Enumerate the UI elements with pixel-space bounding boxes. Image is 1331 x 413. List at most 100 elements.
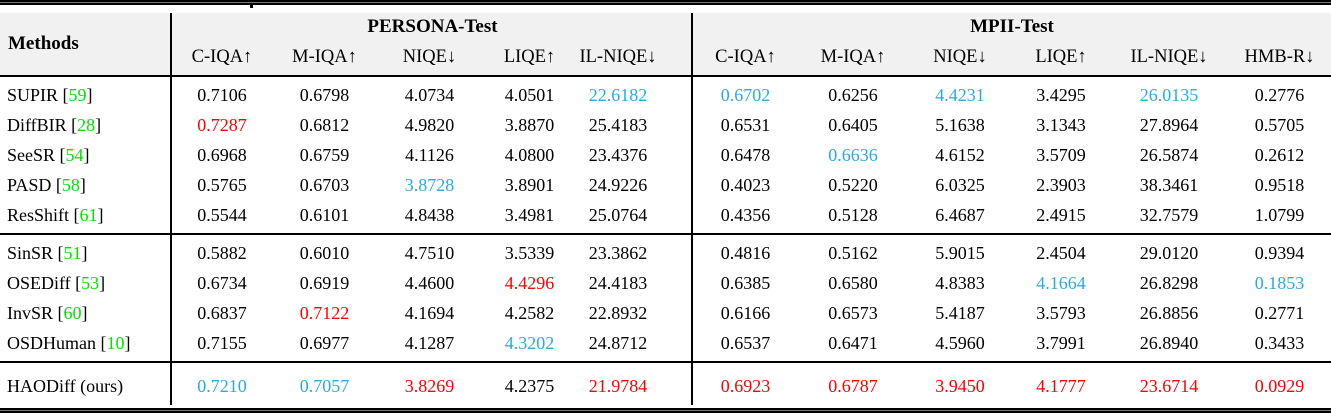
- metric-value: 0.6703: [299, 174, 350, 195]
- metric-value: 0.6385: [720, 272, 771, 293]
- metric-value: 0.6101: [299, 204, 350, 225]
- table-row: OSDHuman [10] 0.7155 0.6977 4.1287 4.3202 24…: [0, 328, 1331, 358]
- citation-close-bracket: ]: [99, 272, 106, 293]
- metric-value: 4.1287: [404, 332, 455, 353]
- section-divider-rule: [0, 361, 1331, 363]
- metric-value: 0.7155: [197, 332, 247, 353]
- metric-value: 4.0501: [504, 84, 555, 105]
- metric-value: 4.1126: [405, 144, 454, 165]
- citation-close-bracket: ]: [86, 84, 93, 105]
- metric-value: 0.6977: [299, 332, 350, 353]
- citation-number[interactable]: 53: [81, 272, 100, 293]
- citation-number[interactable]: 51: [63, 242, 82, 263]
- citation: [61]: [74, 205, 104, 225]
- vertical-divider-methods: [170, 13, 172, 405]
- metric-header-mpii-liqe: LIQE↑: [1035, 46, 1087, 67]
- metric-value: 4.6152: [935, 144, 985, 165]
- metric-value: 0.6923: [720, 375, 771, 396]
- metric-value: 3.7991: [1036, 332, 1086, 353]
- metric-header-persona-niqe: NIQE↓: [402, 46, 457, 67]
- method-label: PASD: [7, 174, 52, 195]
- citation-number[interactable]: 60: [63, 302, 82, 323]
- citation-number[interactable]: 59: [68, 84, 87, 105]
- metric-value: 4.1694: [404, 302, 455, 323]
- method-label: HAODiff (ours): [7, 375, 124, 396]
- metric-value: 0.6919: [299, 272, 350, 293]
- metric-value: 0.3433: [1254, 332, 1305, 353]
- metric-value: 0.5882: [197, 242, 247, 263]
- metric-value: 25.4183: [588, 114, 648, 135]
- metric-header-mpii-hmbr: HMB-R↓: [1244, 46, 1315, 67]
- metric-value: 23.4376: [588, 144, 648, 165]
- metric-value: 23.3862: [588, 242, 648, 263]
- group-header-mpii-test: MPII-Test: [970, 16, 1054, 37]
- metric-value: 0.6478: [720, 144, 771, 165]
- metric-value: 0.4816: [720, 242, 771, 263]
- table-row: OSEDiff [53] 0.6734 0.6919 4.4600 4.4296 24.…: [0, 268, 1331, 298]
- metric-value: 0.5162: [828, 242, 878, 263]
- metric-value: 0.6968: [197, 144, 247, 165]
- metric-value: 5.4187: [935, 302, 985, 323]
- metric-value: 0.6812: [299, 114, 350, 135]
- citation-open-bracket: [: [100, 332, 107, 353]
- metric-value: 0.9518: [1254, 174, 1305, 195]
- metric-value: 4.4600: [404, 272, 455, 293]
- method-label: InvSR: [7, 302, 54, 323]
- metric-value: 38.3461: [1139, 174, 1199, 195]
- citation: [58]: [56, 175, 86, 195]
- citation-number[interactable]: 10: [106, 332, 125, 353]
- metric-value: 0.4023: [720, 174, 771, 195]
- metric-value: 4.7510: [404, 242, 455, 263]
- metric-value: 0.7287: [197, 114, 247, 135]
- citation-open-bracket: [: [59, 144, 66, 165]
- metric-value: 0.6759: [299, 144, 350, 165]
- citation-number[interactable]: 54: [65, 144, 84, 165]
- metric-value: 3.8870: [504, 114, 555, 135]
- metric-value: 4.4231: [935, 84, 985, 105]
- metric-value: 0.9394: [1254, 242, 1305, 263]
- citation-number[interactable]: 58: [61, 174, 80, 195]
- metric-value: 4.1664: [1036, 272, 1086, 293]
- citation-number[interactable]: 28: [77, 114, 96, 135]
- metric-value: 23.6714: [1139, 375, 1199, 396]
- metric-value: 5.1638: [935, 114, 985, 135]
- metric-value: 3.4295: [1036, 84, 1086, 105]
- citation-close-bracket: ]: [95, 114, 102, 135]
- method-name: SeeSR [54]: [0, 145, 172, 166]
- metric-value: 2.4504: [1036, 242, 1086, 263]
- metric-value: 24.8712: [588, 332, 648, 353]
- metric-value: 2.3903: [1036, 174, 1086, 195]
- metric-value: 2.4915: [1036, 204, 1086, 225]
- citation: [53]: [75, 273, 105, 293]
- table-top-rule: [0, 0, 1331, 5]
- metric-value: 21.9784: [588, 375, 648, 396]
- method-label: SUPIR: [7, 84, 59, 105]
- citation-open-bracket: [: [71, 114, 78, 135]
- citation: [59]: [63, 85, 93, 105]
- metric-value: 3.9450: [935, 375, 985, 396]
- citation: [10]: [101, 333, 131, 353]
- metric-value: 5.9015: [935, 242, 985, 263]
- vertical-divider-groups: [691, 13, 693, 405]
- metric-value: 3.1343: [1036, 114, 1086, 135]
- metric-value: 0.6405: [828, 114, 878, 135]
- metric-value: 26.8298: [1139, 272, 1199, 293]
- metric-value: 22.6182: [588, 84, 648, 105]
- table-row: DiffBIR [28] 0.7287 0.6812 4.9820 3.8870 25.…: [0, 110, 1331, 140]
- metric-value: 0.7122: [299, 302, 350, 323]
- citation-number[interactable]: 61: [79, 204, 98, 225]
- metric-value: 0.7057: [299, 375, 350, 396]
- metric-value: 0.6537: [720, 332, 771, 353]
- metric-value: 0.0929: [1254, 375, 1305, 396]
- method-name: SinSR [51]: [0, 243, 172, 264]
- metric-value: 0.6573: [828, 302, 878, 323]
- citation-close-bracket: ]: [83, 144, 90, 165]
- method-name: InvSR [60]: [0, 303, 172, 324]
- table-row: PASD [58] 0.5765 0.6703 3.8728 3.8901 24.922…: [0, 170, 1331, 200]
- metric-value: 0.6798: [299, 84, 350, 105]
- metric-value: 4.0734: [404, 84, 455, 105]
- metric-value: 0.5128: [828, 204, 878, 225]
- method-name: OSDHuman [10]: [0, 333, 172, 354]
- metric-value: 4.2375: [504, 375, 555, 396]
- citation: [60]: [58, 303, 88, 323]
